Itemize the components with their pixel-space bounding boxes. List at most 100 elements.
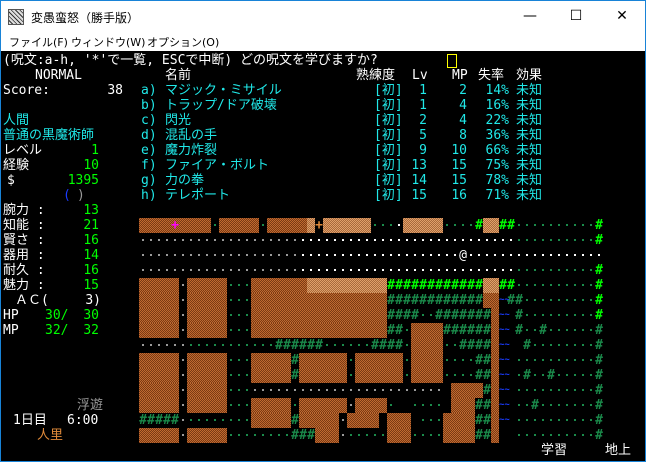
spell-fail-rate: 71%: [485, 188, 509, 203]
building-tile: [475, 383, 483, 398]
building-tile: [187, 428, 195, 443]
grass-tile: [571, 308, 579, 323]
lit-floor-tile: [515, 248, 523, 263]
grass-tile: [427, 428, 435, 443]
water-tile: ~~: [499, 295, 510, 305]
lit-floor-tile: [579, 248, 587, 263]
grass-tile: [235, 293, 243, 308]
grass-tile: [427, 398, 435, 413]
tree-tile: #: [443, 278, 451, 293]
grass-tile: [579, 413, 587, 428]
building-tile: [163, 398, 171, 413]
grass-tile: [355, 428, 363, 443]
stat-value: 15: [83, 278, 99, 293]
grass-tile: [211, 338, 219, 353]
menu-window[interactable]: ウィンドウ(W): [71, 36, 146, 49]
grass-tile: [371, 218, 379, 233]
header-lv: Lv: [412, 68, 428, 83]
tree-tile: #: [467, 308, 475, 323]
grass-tile: [547, 278, 555, 293]
lit-building-tile: [379, 278, 387, 293]
lit-building-tile: [307, 218, 315, 233]
building-tile: [171, 368, 179, 383]
spell-skill: [初]: [374, 188, 403, 203]
tree-tile: #: [435, 293, 443, 308]
stat-label: 器用 :: [3, 248, 45, 263]
stat-label: 腕力 :: [3, 203, 45, 218]
tree-tile: #: [475, 353, 483, 368]
building-tile: [299, 278, 307, 293]
building-tile: [195, 278, 203, 293]
close-button[interactable]: ✕: [616, 8, 628, 24]
grass-tile: [579, 293, 587, 308]
floor-tile: [355, 383, 363, 398]
floor-tile: [235, 233, 243, 248]
minimize-button[interactable]: —: [523, 8, 537, 24]
building-tile: [267, 278, 275, 293]
spell-skill: [初]: [374, 113, 403, 128]
lit-floor-tile: [507, 233, 515, 248]
tree-tile: #: [483, 368, 491, 383]
lit-floor-tile: [395, 248, 403, 263]
building-tile: [435, 338, 443, 353]
building-tile: [371, 323, 379, 338]
building-tile: [459, 428, 467, 443]
menu-options[interactable]: オプション(O): [147, 36, 220, 49]
floor-tile: [379, 383, 387, 398]
spell-key: h): [141, 188, 157, 203]
grass-tile: [539, 383, 547, 398]
app-icon: [8, 9, 24, 25]
maximize-button[interactable]: ☐: [569, 8, 583, 24]
building-tile: [299, 293, 307, 308]
lit-floor-tile: [427, 248, 435, 263]
spell-skill: [初]: [374, 158, 403, 173]
grass-tile: [347, 368, 355, 383]
tree-tile: #: [427, 293, 435, 308]
building-tile: [387, 353, 395, 368]
tree-tile: #: [483, 413, 491, 428]
tree-tile: #: [395, 338, 403, 353]
menu-file[interactable]: ファイル(F): [9, 36, 68, 49]
race: 人間: [3, 113, 30, 128]
spell-level: 1: [419, 98, 427, 113]
grass-tile: [571, 263, 579, 278]
water-tile: ~~: [499, 370, 510, 380]
tree-tile: #: [419, 293, 427, 308]
terminal[interactable]: (呪文:a-h, '*'で一覧, ESCで中断) どの呪文を学びますか? NOR…: [1, 51, 645, 461]
grass-tile: [227, 293, 235, 308]
grass-tile: [451, 218, 459, 233]
building-tile: [371, 353, 379, 368]
tree-tile: #: [171, 413, 179, 428]
building-tile: [147, 383, 155, 398]
building-tile: [371, 398, 379, 413]
building-tile: [419, 338, 427, 353]
floor-tile: [155, 263, 163, 278]
floor-tile: [179, 383, 187, 398]
building-tile: [211, 278, 219, 293]
grass-tile: [587, 293, 595, 308]
lit-building-tile: [435, 218, 443, 233]
grass-tile: [531, 368, 539, 383]
grass-tile: [531, 278, 539, 293]
building-tile: [259, 278, 267, 293]
grass-tile: [467, 368, 475, 383]
building-tile: [259, 323, 267, 338]
floor-tile: [275, 263, 283, 278]
lit-floor-tile: [475, 248, 483, 263]
tree-tile: #: [291, 428, 299, 443]
lit-building-tile: [491, 278, 499, 293]
building-tile: [203, 428, 211, 443]
floor-tile: [171, 233, 179, 248]
building-tile: [435, 353, 443, 368]
grass-tile: [555, 338, 563, 353]
floor-tile: [395, 383, 403, 398]
grass-tile: [571, 398, 579, 413]
tree-tile: #: [595, 338, 603, 353]
floor-tile: [147, 263, 155, 278]
building-tile: [491, 368, 499, 383]
building-tile: [467, 398, 475, 413]
grass-tile: [555, 353, 563, 368]
grass-tile: [243, 383, 251, 398]
tree-tile: #: [523, 338, 531, 353]
building-tile: [219, 353, 227, 368]
